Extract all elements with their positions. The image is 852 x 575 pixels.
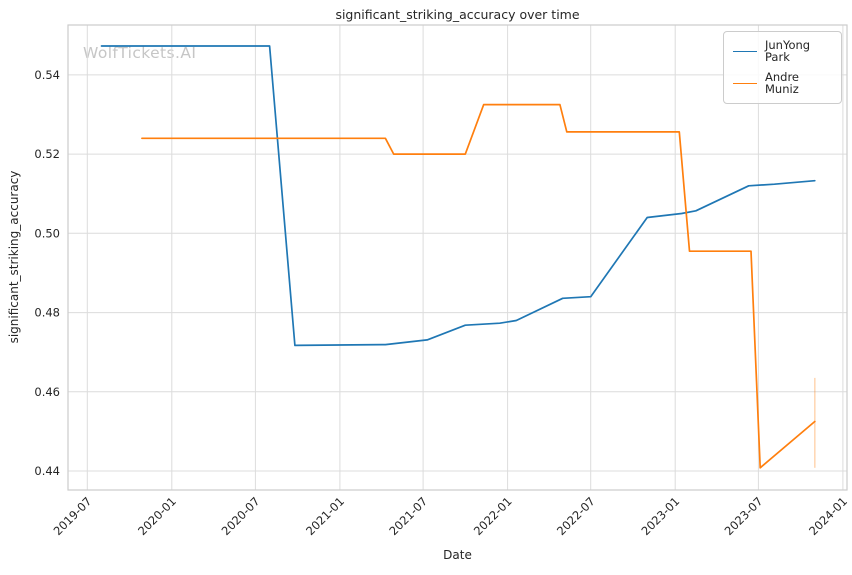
x-tick-label: 2020-01 xyxy=(135,494,179,538)
y-tick-label: 0.52 xyxy=(34,147,60,161)
y-tick-label: 0.46 xyxy=(34,385,60,399)
y-tick-label: 0.54 xyxy=(34,68,60,82)
legend-item-junyong-park: JunYong Park xyxy=(733,38,832,64)
legend-item-andre-muniz: Andre Muniz xyxy=(733,70,832,96)
x-tick-label: 2022-07 xyxy=(554,494,598,538)
x-axis-label: Date xyxy=(443,548,472,562)
series-line-junyong-park xyxy=(100,45,816,347)
x-tick-label: 2021-01 xyxy=(303,494,347,538)
y-axis-label: significant_striking_accuracy xyxy=(7,170,21,344)
legend-line-swatch-blue xyxy=(733,51,757,52)
x-tick-label: 2023-01 xyxy=(638,494,682,538)
y-tick-label: 0.50 xyxy=(34,226,60,240)
plot-frame xyxy=(67,24,848,491)
legend: JunYong Park Andre Muniz xyxy=(723,31,842,104)
legend-line-swatch-orange xyxy=(733,83,757,84)
chart-title: significant_striking_accuracy over time xyxy=(335,7,580,22)
x-tick-label: 2020-07 xyxy=(219,494,263,538)
x-tick-label: 2024-01 xyxy=(806,494,850,538)
y-tick-label: 0.44 xyxy=(34,464,60,478)
x-tick-label: 2021-07 xyxy=(386,494,430,538)
y-tick-label: 0.48 xyxy=(34,306,60,320)
legend-label: Andre Muniz xyxy=(765,70,800,96)
x-tick-label: 2023-07 xyxy=(722,494,766,538)
series-line-andre-muniz xyxy=(141,103,816,469)
legend-label: JunYong Park xyxy=(765,38,811,64)
x-tick-label: 2022-01 xyxy=(471,494,515,538)
watermark: WolfTickets.AI xyxy=(83,44,197,62)
x-tick-label: 2019-07 xyxy=(51,494,95,538)
